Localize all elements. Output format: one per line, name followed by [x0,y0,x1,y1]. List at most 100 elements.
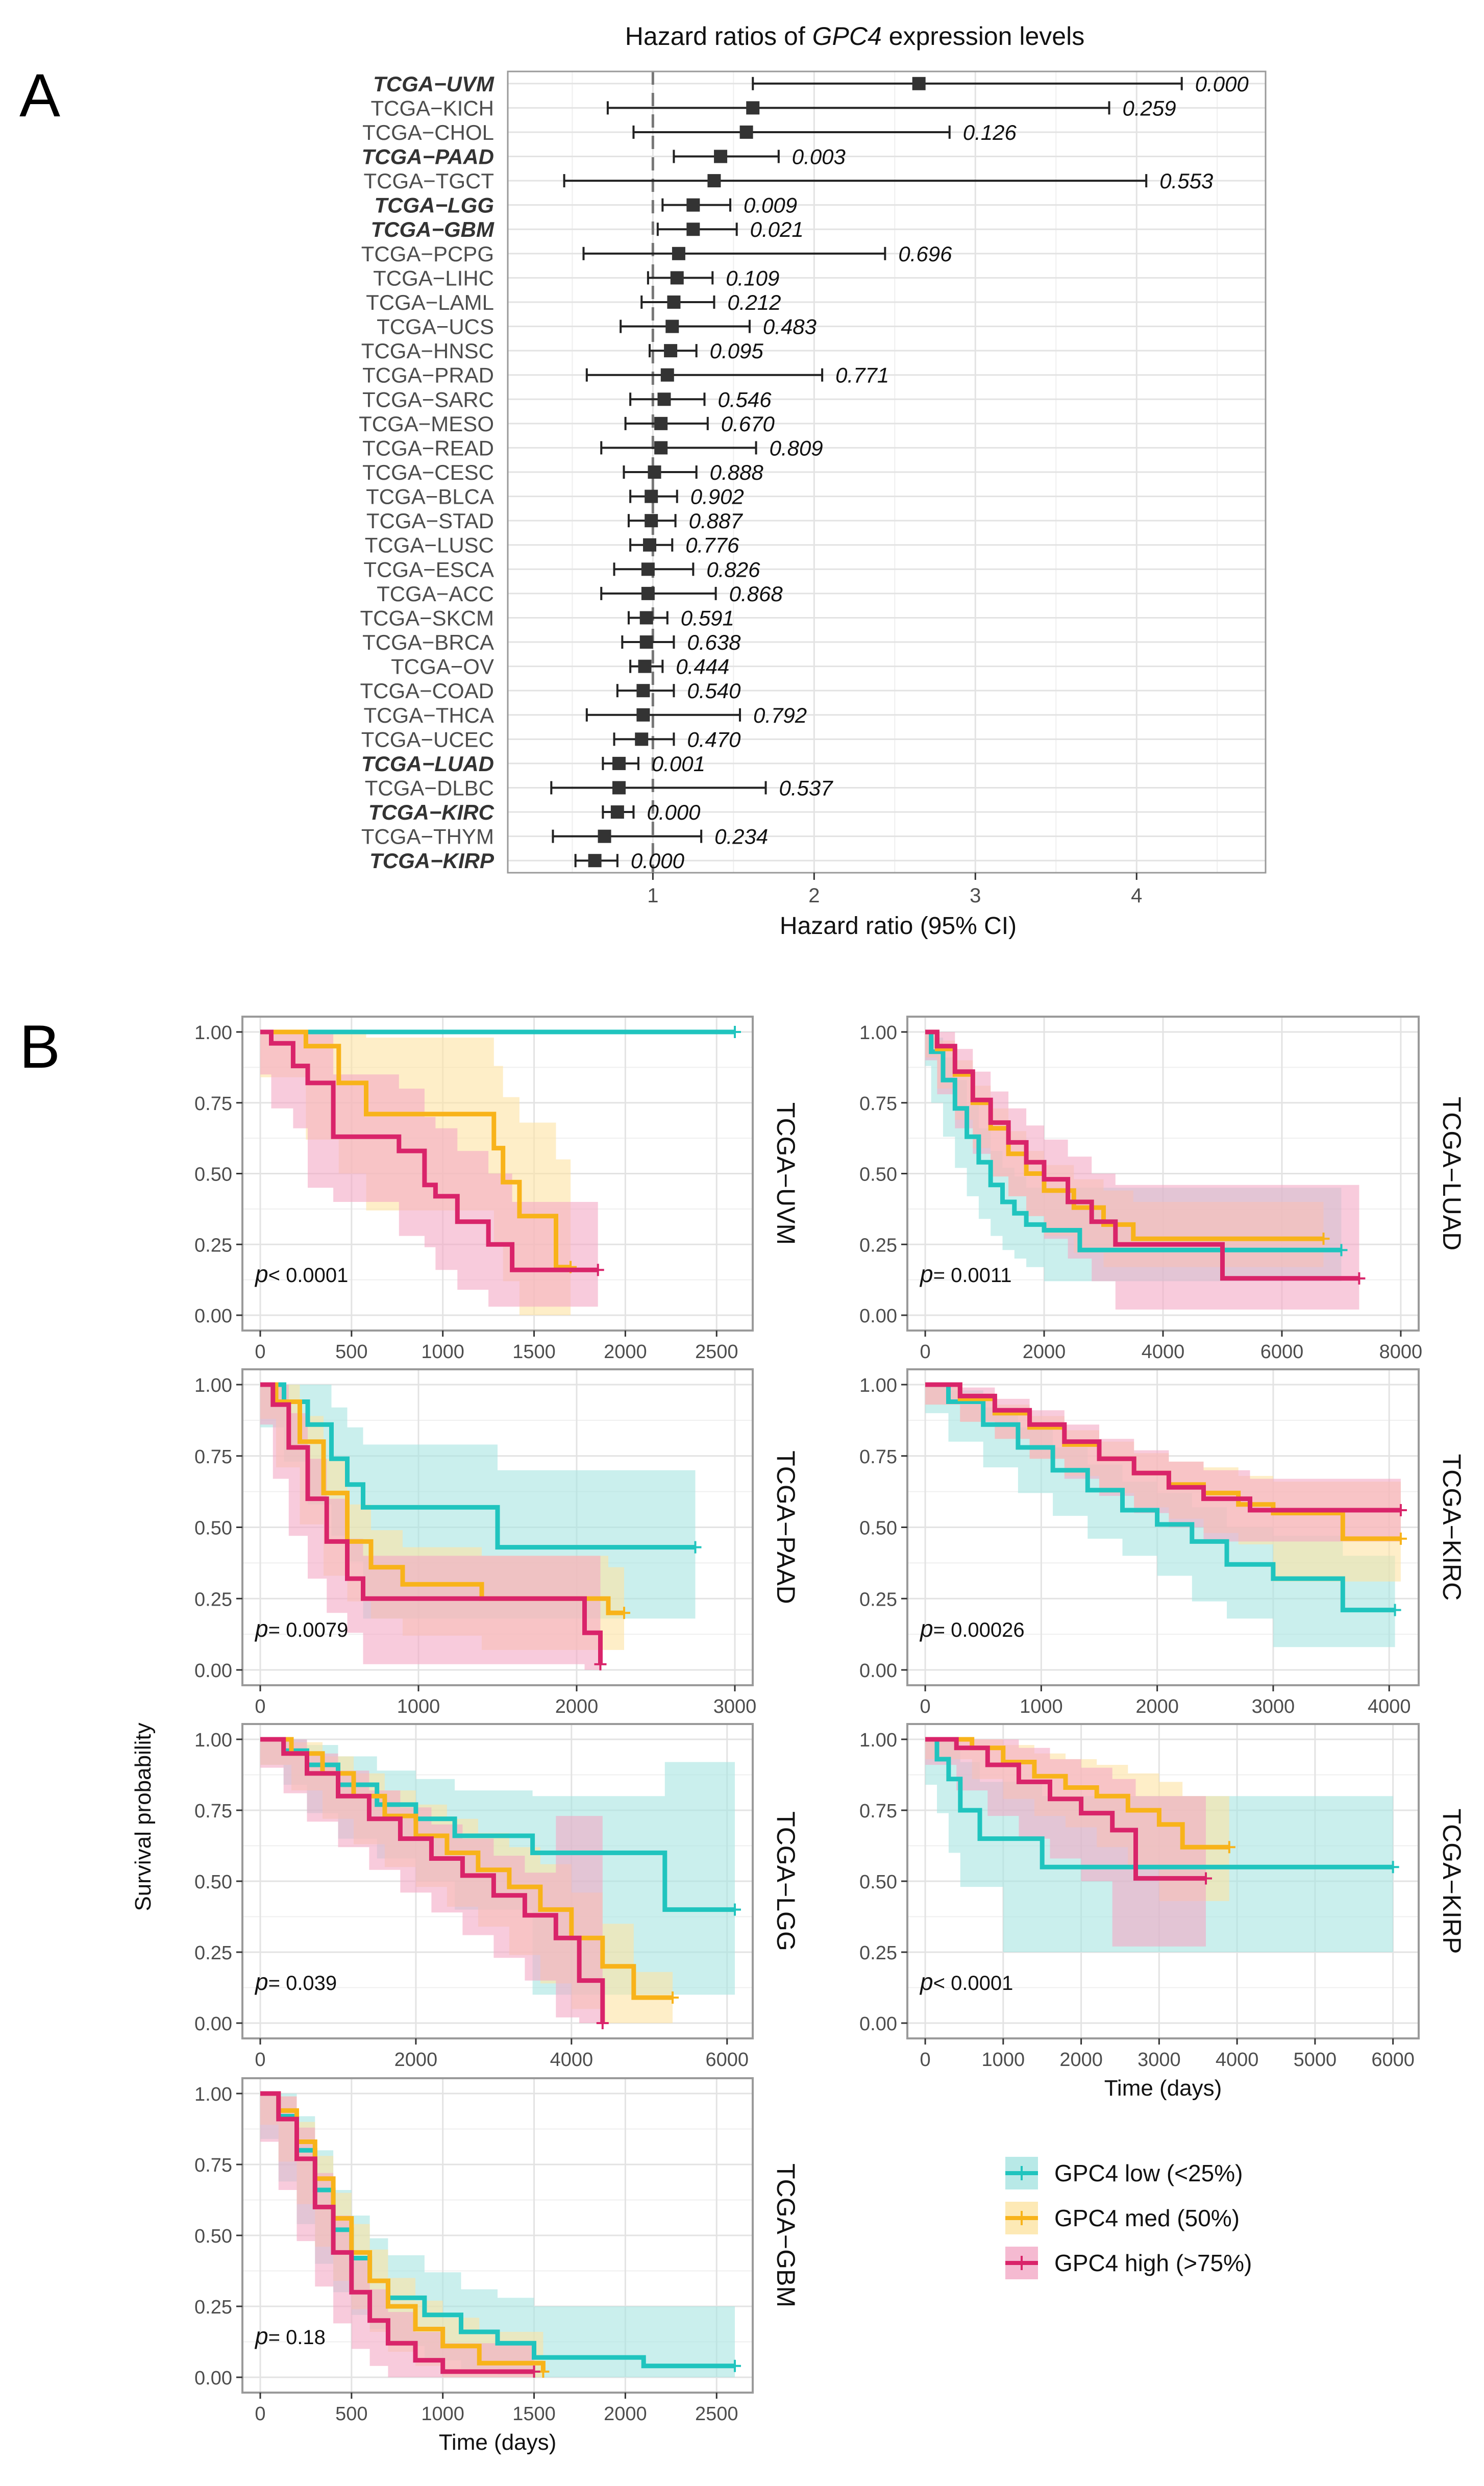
forest-hr-point [645,514,658,528]
km-x-tick-label: 1000 [982,2049,1025,2071]
km-strip-label: TCGA−UVM [772,1102,800,1245]
km-y-tick-label: 1.00 [194,1375,232,1396]
forest-row: TCGA−ACC 0.868 [377,582,783,606]
km-survival-curve-high [260,1382,603,1664]
forest-hr-point [639,611,653,625]
km-p-symbol: p [919,1968,933,1995]
forest-row: TCGA−UCS 0.483 [377,315,817,339]
km-x-tick-label: 1000 [421,1341,464,1363]
forest-row-label: TCGA−DLBC [365,776,494,800]
km-x-tick-label: 6000 [1260,1341,1304,1363]
km-x-tick-label: 2000 [1059,2049,1103,2071]
forest-row-label: TCGA−LIHC [373,266,494,290]
km-censor-mark-high [1353,1272,1366,1285]
km-censor-mark-med [666,1991,679,2004]
km-y-tick-label: 0.75 [859,1801,897,1822]
forest-row-label: TCGA−LUSC [365,533,494,557]
km-strip-label: TCGA−PAAD [772,1450,800,1604]
km-y-tick-label: 0.50 [194,2226,232,2247]
forest-row-label: TCGA−CHOL [362,120,494,144]
km-y-tick-label: 0.75 [859,1093,897,1115]
km-strip-label: TCGA−KIRP [1438,1809,1466,1954]
forest-row-label: TCGA−HNSC [361,339,494,363]
forest-row: TCGA−CHOL 0.126 [362,120,1017,144]
forest-hr-point [665,319,679,333]
forest-row-label: TCGA−OV [391,655,494,679]
km-x-tick-label: 500 [335,2403,367,2425]
forest-hr-point [654,441,668,455]
km-censor-mark-low [729,1026,741,1038]
forest-hr-point [636,684,650,698]
km-p-symbol: p [254,1261,268,1287]
km-censor-mark-low [729,2359,741,2372]
forest-grid [507,70,1267,874]
km-legend-item-med: GPC4 med (50%) [1005,2202,1240,2234]
forest-hr-point [739,125,753,139]
km-y-tick-label: 0.75 [194,1446,232,1468]
km-x-tick-label: 500 [335,1341,367,1363]
forest-hr-point [654,416,668,430]
forest-row: TCGA−THCA 0.792 [363,703,807,727]
km-x-tick-label: 1000 [1020,1696,1063,1717]
forest-hr-point [636,708,650,722]
km-p-value: p< 0.0001 [254,1261,348,1287]
forest-hr-point [588,854,602,868]
forest-p-value: 0.259 [1123,96,1176,120]
forest-hr-point [638,659,652,673]
km-x-tick-label: 1000 [421,2403,464,2425]
km-x-tick-label: 0 [920,1341,930,1363]
km-panel-paad: 0.00 0.25 0.50 0.75 1.00 0 1000 2000 3000 TCGA−PA… [194,1368,800,1717]
forest-hr-point [645,489,658,503]
forest-p-value: 0.126 [963,120,1017,144]
km-y-tick-label: 0.50 [859,1872,897,1893]
km-y-tick-label: 0.00 [194,2368,232,2389]
km-censor-mark-low [1387,1861,1399,1874]
km-y-tick-label: 0.75 [194,1801,232,1822]
km-censor-mark-med [1394,1532,1407,1545]
forest-hr-point [643,538,657,552]
km-p-value-text: = 0.0011 [933,1264,1012,1287]
forest-row-label: TCGA−THCA [363,703,494,727]
forest-p-value: 0.000 [1195,72,1249,96]
km-p-value-text: = 0.039 [268,1972,337,1995]
forest-p-value: 0.591 [681,606,734,630]
km-panel-luad: 0.00 0.25 0.50 0.75 1.00 0 2000 4000 6000 8000 TCG… [859,1016,1466,1363]
km-legend-item-low: GPC4 low (<25%) [1005,2157,1243,2189]
km-censor-mark-med [1317,1233,1330,1245]
km-x-tick-label: 5000 [1294,2049,1337,2071]
forest-row-label: TCGA−LGG [374,193,494,217]
forest-row: TCGA−COAD 0.540 [360,679,741,703]
forest-row: TCGA−KIRP 0.000 [369,849,684,873]
forest-hr-point [610,805,624,819]
forest-row-label: TCGA−KIRP [369,849,494,873]
km-y-tick-label: 0.25 [859,1235,897,1256]
km-x-tick-label: 2000 [555,1696,599,1717]
forest-hr-point [912,77,926,90]
forest-row-label: TCGA−THYM [361,825,494,849]
forest-p-value: 0.888 [710,460,764,484]
km-p-value: p< 0.0001 [919,1968,1013,1995]
forest-p-value: 0.771 [835,363,889,387]
km-p-symbol: p [919,1615,933,1642]
forest-p-value: 0.021 [750,217,804,241]
forest-x-axis-title: Hazard ratio (95% CI) [780,913,1017,940]
forest-p-value: 0.212 [727,290,781,314]
km-censor-mark-high [1200,1872,1213,1885]
forest-p-value: 0.792 [753,703,807,727]
km-censor-mark-med [1223,1841,1235,1854]
forest-row-label: TCGA−KIRC [368,800,494,824]
forest-plot-frame [507,70,1267,874]
km-survival-curve-high [925,1382,1401,1513]
forest-x-tick-label: 3 [970,884,981,907]
km-ci-band-high [260,2094,534,2377]
forest-row: TCGA−ESCA 0.826 [363,557,760,581]
forest-p-value: 0.537 [779,776,834,800]
forest-row-label: TCGA−LUAD [361,752,494,776]
km-x-tick-label: 2500 [695,2403,738,2425]
km-x-tick-label: 0 [255,2403,265,2425]
km-x-tick-label: 1000 [397,1696,440,1717]
forest-p-value: 0.868 [729,582,783,606]
km-panel-lgg: 0.00 0.25 0.50 0.75 1.00 0 2000 4000 6000 TCGA−LG… [194,1723,800,2071]
forest-p-value: 0.444 [676,655,729,679]
